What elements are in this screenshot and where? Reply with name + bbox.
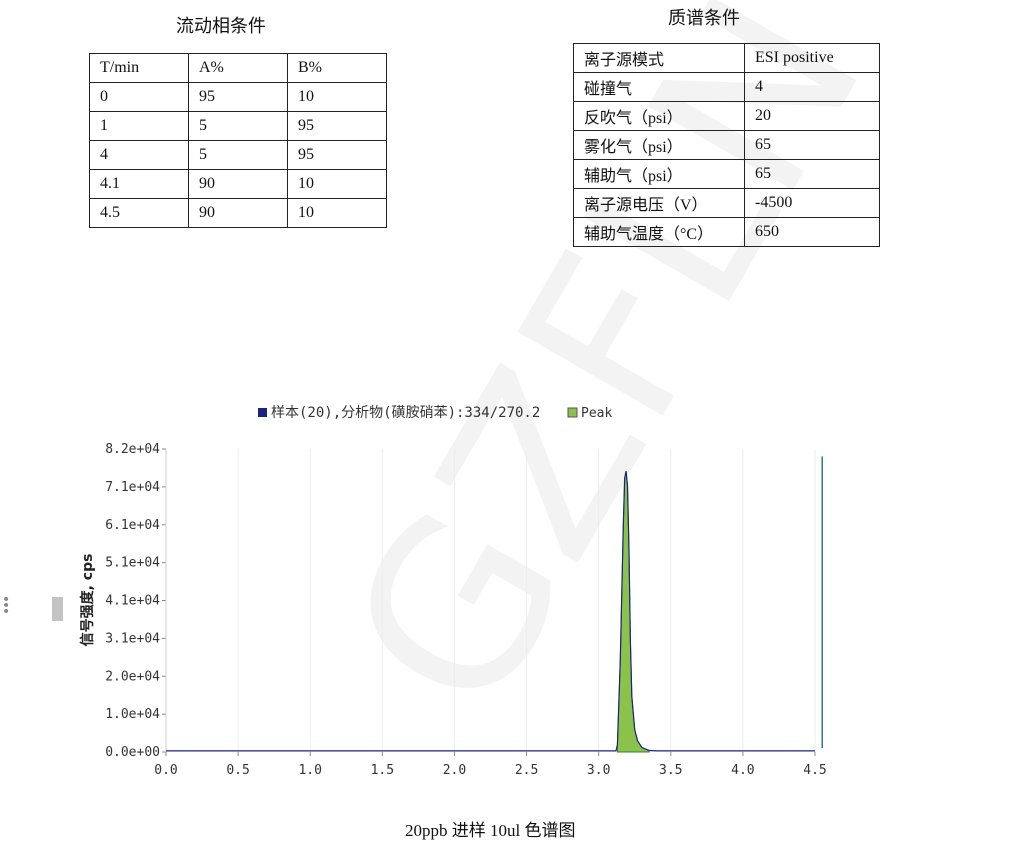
legend-swatch-sample — [258, 408, 267, 417]
table-cell: 90 — [188, 198, 288, 228]
table-cell: 20 — [744, 101, 880, 131]
table-cell: 辅助气（psi） — [573, 159, 745, 189]
x-tick-label: 4.0 — [731, 763, 754, 778]
table-cell: 90 — [188, 169, 288, 199]
ms-conditions-table: 离子源模式 ESI positive 碰撞气 4 反吹气（psi） 20 雾化气（psi） 6… — [573, 43, 880, 247]
x-tick-label: 3.5 — [659, 763, 682, 778]
x-tick-label: 0.5 — [226, 763, 249, 778]
table-row: 辅助气（psi） 65 — [573, 159, 880, 189]
x-tick-label: 1.0 — [298, 763, 321, 778]
y-tick-label: 8.2e+04 — [105, 442, 160, 457]
table-cell: 650 — [744, 217, 880, 247]
table-row: 反吹气（psi） 20 — [573, 101, 880, 131]
chromatogram-trace — [166, 471, 815, 752]
x-tick-label: 2.5 — [515, 763, 538, 778]
y-tick-label: 3.1e+04 — [105, 631, 160, 646]
table-cell: -4500 — [744, 188, 880, 218]
y-tick-label: 1.0e+04 — [105, 707, 160, 722]
y-tick-label: 0.0e+00 — [105, 745, 160, 760]
table-cell: 10 — [287, 82, 387, 112]
table-cell: 5 — [188, 111, 288, 141]
table-row: T/min A% B% — [89, 53, 387, 83]
drag-handle-icon[interactable]: • • • — [2, 592, 11, 620]
y-tick-label: 6.1e+04 — [105, 518, 160, 533]
table-cell: 95 — [287, 111, 387, 141]
figure-caption: 20ppb 进样 10ul 色谱图 — [405, 821, 576, 840]
mobile-phase-table: T/min A% B% 0 95 10 1 5 95 4 5 95 4.1 90 10 4.5 90 10 — [89, 53, 387, 228]
table-row: 0 95 10 — [89, 82, 387, 112]
table-cell: 4.5 — [89, 198, 189, 228]
table-row: 离子源模式 ESI positive — [573, 43, 880, 73]
table-cell: T/min — [89, 53, 189, 83]
x-tick-label: 4.5 — [803, 763, 826, 778]
table-cell: 10 — [287, 169, 387, 199]
table-cell: 1 — [89, 111, 189, 141]
y-tick-label: 4.1e+04 — [105, 594, 160, 609]
legend-label-peak: Peak — [581, 406, 612, 421]
legend-swatch-peak — [567, 407, 578, 418]
scroll-marker[interactable] — [52, 597, 63, 621]
x-tick-label: 1.5 — [371, 763, 394, 778]
table-cell: 辅助气温度（°C） — [573, 217, 745, 247]
table-row: 雾化气（psi） 65 — [573, 130, 880, 160]
x-tick-label: 3.0 — [587, 763, 610, 778]
mobile-phase-caption: 流动相条件 — [176, 16, 266, 36]
table-cell: 5 — [188, 140, 288, 170]
table-cell: B% — [287, 53, 387, 83]
table-cell: 10 — [287, 198, 387, 228]
table-row: 离子源电压（V） -4500 — [573, 188, 880, 218]
y-tick-label: 7.1e+04 — [105, 480, 160, 495]
table-cell: 碰撞气 — [573, 72, 745, 102]
table-row: 4.1 90 10 — [89, 169, 387, 199]
y-tick-label: 2.0e+04 — [105, 669, 160, 684]
table-cell: 反吹气（psi） — [573, 101, 745, 131]
table-row: 4 5 95 — [89, 140, 387, 170]
y-tick-label: 5.1e+04 — [105, 556, 160, 571]
table-cell: 离子源电压（V） — [573, 188, 745, 218]
table-cell: ESI positive — [744, 43, 880, 73]
table-cell: 4 — [89, 140, 189, 170]
ms-conditions-caption: 质谱条件 — [668, 8, 740, 28]
table-row: 1 5 95 — [89, 111, 387, 141]
table-cell: 95 — [188, 82, 288, 112]
table-cell: A% — [188, 53, 288, 83]
table-row: 辅助气温度（°C） 650 — [573, 217, 880, 247]
table-row: 4.5 90 10 — [89, 198, 387, 228]
table-cell: 离子源模式 — [573, 43, 745, 73]
x-tick-label: 0.0 — [154, 763, 177, 778]
x-tick-label: 2.0 — [443, 763, 466, 778]
table-cell: 4.1 — [89, 169, 189, 199]
table-cell: 雾化气（psi） — [573, 130, 745, 160]
legend-label-sample: 样本(20),分析物(磺胺硝苯):334/270.2 — [271, 404, 540, 421]
y-axis-label: 信号强度, cps — [79, 554, 96, 647]
